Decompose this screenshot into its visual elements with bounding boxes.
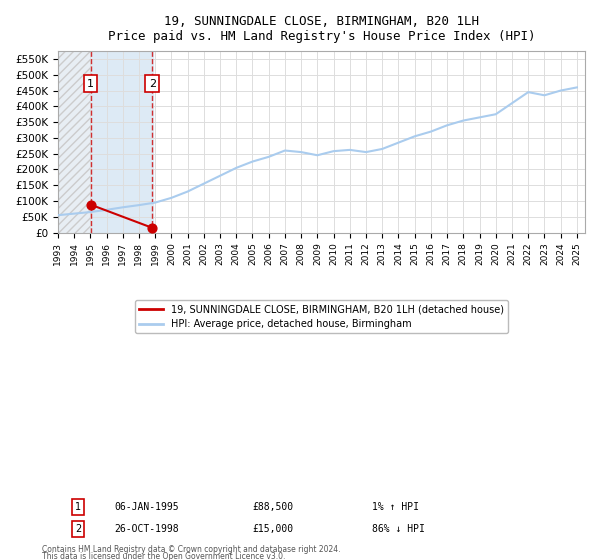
Text: Contains HM Land Registry data © Crown copyright and database right 2024.: Contains HM Land Registry data © Crown c… <box>42 545 341 554</box>
Text: 1: 1 <box>75 502 81 512</box>
Text: £88,500: £88,500 <box>252 502 293 512</box>
Text: £15,000: £15,000 <box>252 524 293 534</box>
Legend: 19, SUNNINGDALE CLOSE, BIRMINGHAM, B20 1LH (detached house), HPI: Average price,: 19, SUNNINGDALE CLOSE, BIRMINGHAM, B20 1… <box>135 300 508 333</box>
Bar <box>58 51 90 232</box>
Text: 26-OCT-1998: 26-OCT-1998 <box>114 524 179 534</box>
Text: This data is licensed under the Open Government Licence v3.0.: This data is licensed under the Open Gov… <box>42 552 286 560</box>
Text: 2: 2 <box>75 524 81 534</box>
Bar <box>58 51 90 232</box>
Title: 19, SUNNINGDALE CLOSE, BIRMINGHAM, B20 1LH
Price paid vs. HM Land Registry's Hou: 19, SUNNINGDALE CLOSE, BIRMINGHAM, B20 1… <box>107 15 535 43</box>
Text: 06-JAN-1995: 06-JAN-1995 <box>114 502 179 512</box>
Text: 1% ↑ HPI: 1% ↑ HPI <box>372 502 419 512</box>
Text: 86% ↓ HPI: 86% ↓ HPI <box>372 524 425 534</box>
Text: 1: 1 <box>87 79 94 89</box>
Bar <box>90 51 153 232</box>
Point <box>86 200 95 209</box>
Text: 2: 2 <box>149 79 156 89</box>
Point <box>148 223 157 232</box>
